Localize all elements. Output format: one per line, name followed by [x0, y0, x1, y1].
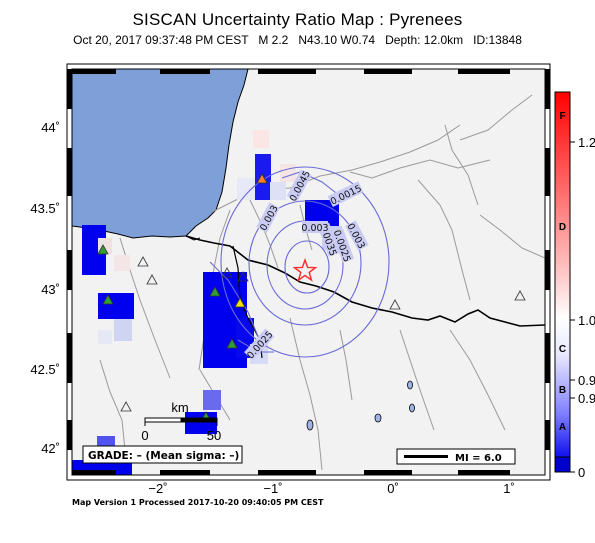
station-triangle-icon	[237, 271, 249, 282]
event-summary: Oct 20, 2017 09:37:48 PM CEST M 2.2 N43.…	[0, 33, 595, 47]
lat-label: 43˚	[41, 282, 60, 297]
station-triangle-icon	[234, 297, 246, 308]
event-depth: Depth: 12.0km	[385, 33, 464, 47]
colorbar-value: 1.2	[578, 135, 595, 150]
scale-bar: km 0 50	[141, 400, 221, 443]
colorbar-grade-letter: D	[559, 222, 566, 233]
station-triangle-icon	[102, 294, 114, 305]
colorbar-grade-letter: A	[559, 422, 566, 433]
station-triangle-icon	[226, 338, 238, 349]
colorbar-value: 0.9	[578, 373, 595, 388]
processing-footer: Map Version 1 Processed 2017-10-20 09:40…	[72, 498, 324, 507]
lat-label: 42.5˚	[30, 362, 60, 377]
contour-label: 0.003	[301, 223, 328, 234]
grade-text: GRADE: – (Mean sigma: –)	[88, 450, 239, 462]
colorbar-value: 0	[578, 465, 585, 480]
lon-label: −2˚	[148, 481, 167, 496]
event-location: N43.10 W0.74	[298, 33, 376, 47]
colorbar-grade-letter: F	[559, 111, 565, 122]
colorbar-value: 0.9	[578, 391, 595, 406]
mi-box: MI = 6.0	[396, 448, 516, 465]
event-id: ID:13848	[473, 33, 522, 47]
epicenter-star-icon	[292, 257, 318, 282]
colorbar-value: 1.0	[578, 313, 595, 328]
lat-label: 42˚	[41, 441, 60, 456]
station-triangle-icon	[97, 244, 109, 255]
station-triangle-icon	[389, 299, 401, 310]
colorbar-grade-letter: C	[559, 344, 566, 355]
latitude-labels: 44˚ 43.5˚ 43˚ 42.5˚ 42˚	[30, 120, 60, 456]
map-area: 0.0045 0.0015 0.003 0.0035 0.003 0.0025	[72, 69, 545, 475]
longitude-labels: −2˚ −1˚ 0˚ 1˚	[148, 481, 514, 496]
colorbar-grade-letter: B	[559, 385, 566, 396]
event-datetime: Oct 20, 2017 09:37:48 PM CEST	[73, 33, 249, 47]
lon-label: 1˚	[503, 481, 515, 496]
scale-max-label: 50	[207, 428, 221, 443]
mi-text: MI = 6.0	[455, 453, 502, 464]
station-triangle-icon	[137, 256, 149, 267]
lon-label: −1˚	[263, 481, 282, 496]
grade-box: GRADE: – (Mean sigma: –)	[82, 445, 243, 464]
station-triangle-icon	[256, 173, 268, 184]
reservoirs	[306, 380, 415, 431]
station-triangle-icon	[120, 401, 132, 412]
event-magnitude: M 2.2	[258, 33, 289, 47]
lon-label: 0˚	[387, 481, 399, 496]
scale-min-label: 0	[141, 428, 148, 443]
map-title: SISCAN Uncertainty Ratio Map : Pyrenees	[132, 10, 463, 29]
station-triangle-icon	[209, 286, 221, 297]
station-triangle-icon	[146, 274, 158, 285]
lat-label: 44˚	[41, 120, 60, 135]
station-triangle-icon	[221, 267, 233, 278]
colorbar: F D C B A 1.2 1.0 0.9 0.9 0	[554, 91, 595, 480]
lat-label: 43.5˚	[30, 201, 60, 216]
scale-unit: km	[171, 400, 188, 415]
map-border	[66, 63, 551, 481]
country-border	[185, 235, 545, 327]
station-triangle-icon	[514, 290, 526, 301]
